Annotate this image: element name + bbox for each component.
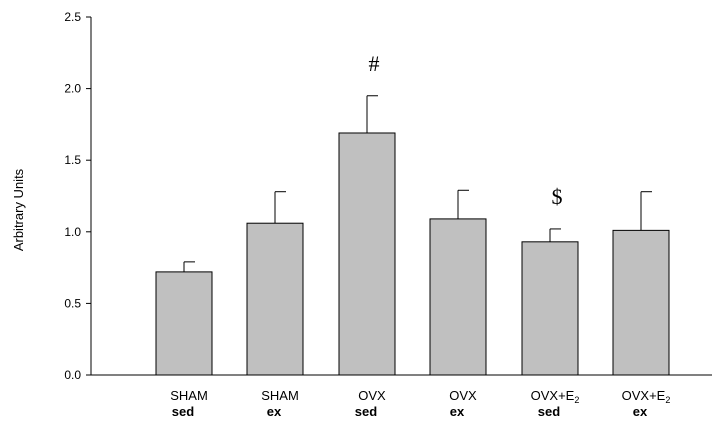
x-category-sublabel: ex	[450, 404, 465, 419]
y-axis-title: Arbitrary Units	[11, 168, 26, 251]
significance-annotation: #	[369, 51, 380, 76]
chart-annotations: #$	[369, 51, 563, 209]
x-category-label: SHAM	[170, 388, 208, 403]
chart-error-bars	[183, 95, 652, 272]
x-category-sublabel: sed	[172, 404, 194, 419]
y-tick-label: 2.0	[64, 82, 81, 96]
x-axis-labels: SHAMsedSHAMexOVXsedOVXexOVX+E2sedOVX+E2e…	[170, 388, 670, 419]
x-category-label: OVX+E2	[531, 388, 580, 405]
x-category-label: SHAM	[261, 388, 299, 403]
y-tick-label: 0.0	[64, 368, 81, 382]
y-tick-label: 1.5	[64, 153, 81, 167]
x-category-sublabel: sed	[538, 404, 560, 419]
x-category-label: OVX	[358, 388, 386, 403]
x-category-label: OVX	[449, 388, 477, 403]
x-category-sublabel: ex	[267, 404, 282, 419]
bar	[429, 218, 487, 376]
bar	[155, 271, 213, 376]
x-category-sublabel: sed	[355, 404, 377, 419]
y-tick-label: 1.0	[64, 225, 81, 239]
bar	[246, 222, 304, 376]
y-axis-ticks: 0.0 0.5 1.0 1.5 2.0 2.5	[64, 10, 91, 382]
y-tick-label: 0.5	[64, 296, 81, 310]
chart-bars	[155, 132, 670, 376]
significance-annotation: $	[552, 184, 563, 209]
x-category-label: OVX+E2	[622, 388, 671, 405]
bar	[521, 241, 579, 376]
x-category-sublabel: ex	[633, 404, 648, 419]
bar	[612, 229, 670, 376]
y-tick-label: 2.5	[64, 10, 81, 24]
bar	[338, 132, 396, 376]
